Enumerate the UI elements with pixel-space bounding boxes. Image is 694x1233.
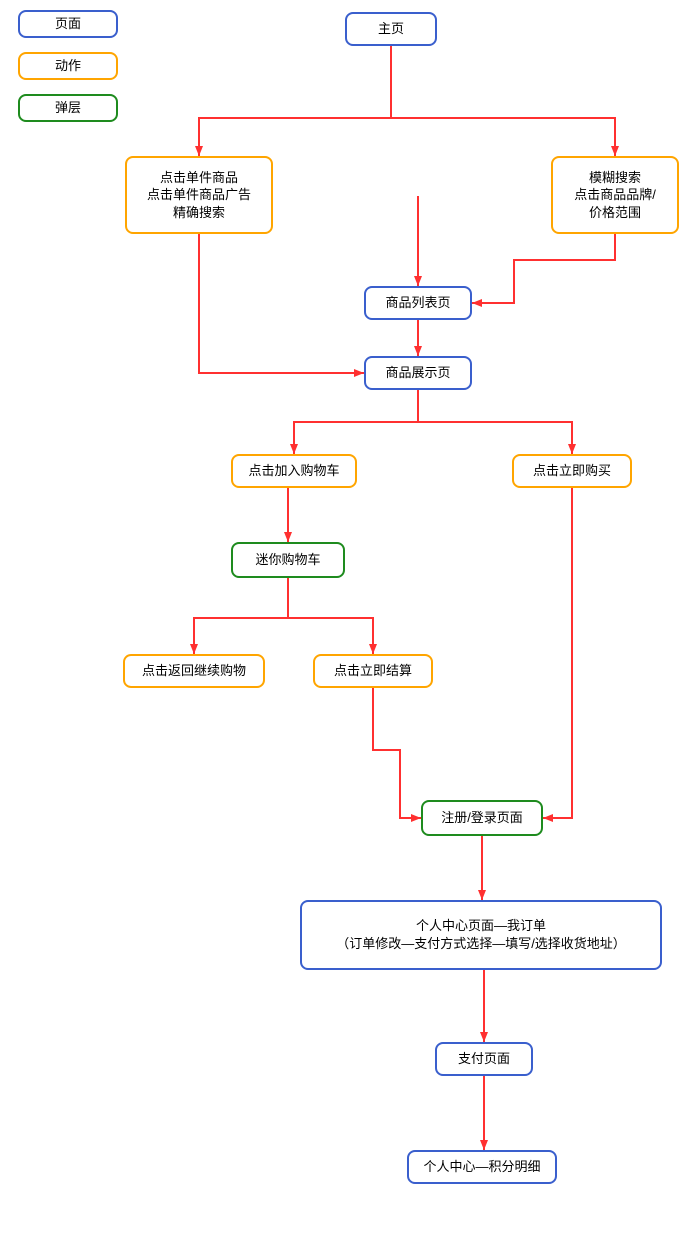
node-buy-now: 点击立即购买 bbox=[512, 454, 632, 488]
edge-arrowhead bbox=[284, 532, 292, 542]
edge-line bbox=[194, 578, 288, 654]
edge-line bbox=[472, 234, 615, 303]
node-label: 点击立即结算 bbox=[334, 662, 412, 680]
node-label: 点击单件商品 点击单件商品广告 精确搜索 bbox=[147, 169, 251, 222]
node-home: 主页 bbox=[345, 12, 437, 46]
edge-line bbox=[294, 390, 418, 454]
edge-arrowhead bbox=[543, 814, 553, 822]
edge-arrowhead bbox=[568, 444, 576, 454]
edge-arrowhead bbox=[354, 369, 364, 377]
edge-line bbox=[418, 390, 572, 454]
node-click-single: 点击单件商品 点击单件商品广告 精确搜索 bbox=[125, 156, 273, 234]
edge-line bbox=[288, 578, 373, 654]
edge-arrowhead bbox=[369, 644, 377, 654]
edge-arrowhead bbox=[414, 276, 422, 286]
node-label: 商品列表页 bbox=[385, 294, 450, 312]
edge-line bbox=[391, 46, 615, 156]
node-back-shopping: 点击返回继续购物 bbox=[123, 654, 265, 688]
legend-legend-layer: 弹层 bbox=[18, 94, 118, 122]
edge-line bbox=[543, 488, 572, 818]
node-label: 点击加入购物车 bbox=[248, 462, 339, 480]
edge-arrowhead bbox=[411, 814, 421, 822]
node-label: 注册/登录页面 bbox=[441, 809, 523, 827]
node-mini-cart: 迷你购物车 bbox=[231, 542, 345, 578]
node-label: 主页 bbox=[378, 20, 404, 38]
edge-arrowhead bbox=[414, 346, 422, 356]
node-checkout-now: 点击立即结算 bbox=[313, 654, 433, 688]
node-label: 页面 bbox=[55, 15, 81, 33]
edge-arrowhead bbox=[478, 890, 486, 900]
node-login-register: 注册/登录页面 bbox=[421, 800, 543, 836]
node-label: 动作 bbox=[55, 57, 81, 75]
edge-line bbox=[373, 688, 421, 818]
flowchart-canvas: 页面动作弹层 主页点击单件商品 点击单件商品广告 精确搜索 模糊搜索 点击商品品牌/… bbox=[0, 0, 694, 1233]
node-label: 支付页面 bbox=[458, 1050, 510, 1068]
node-payment: 支付页面 bbox=[435, 1042, 533, 1076]
node-label: 个人中心—积分明细 bbox=[423, 1158, 540, 1176]
node-product-detail: 商品展示页 bbox=[364, 356, 472, 390]
node-product-list: 商品列表页 bbox=[364, 286, 472, 320]
node-label: 模糊搜索 点击商品品牌/ 价格范围 bbox=[574, 169, 656, 222]
node-my-orders: 个人中心页面—我订单 （订单修改—支付方式选择—填写/选择收货地址） bbox=[300, 900, 662, 970]
node-label: 点击立即购买 bbox=[533, 462, 611, 480]
edge-arrowhead bbox=[480, 1140, 488, 1150]
edge-arrowhead bbox=[195, 146, 203, 156]
node-points-detail: 个人中心—积分明细 bbox=[407, 1150, 557, 1184]
edge-arrowhead bbox=[611, 146, 619, 156]
node-add-to-cart: 点击加入购物车 bbox=[231, 454, 357, 488]
node-label: 个人中心页面—我订单 （订单修改—支付方式选择—填写/选择收货地址） bbox=[336, 917, 626, 952]
edge-arrowhead bbox=[190, 644, 198, 654]
node-label: 商品展示页 bbox=[385, 364, 450, 382]
edge-arrowhead bbox=[472, 299, 482, 307]
edge-arrowhead bbox=[290, 444, 298, 454]
edge-line bbox=[199, 234, 364, 373]
edge-line bbox=[199, 46, 391, 156]
edge-arrowhead bbox=[480, 1032, 488, 1042]
legend-legend-action: 动作 bbox=[18, 52, 118, 80]
node-label: 迷你购物车 bbox=[255, 551, 320, 569]
node-label: 弹层 bbox=[55, 99, 81, 117]
node-fuzzy-search: 模糊搜索 点击商品品牌/ 价格范围 bbox=[551, 156, 679, 234]
node-label: 点击返回继续购物 bbox=[142, 662, 246, 680]
legend-legend-page: 页面 bbox=[18, 10, 118, 38]
